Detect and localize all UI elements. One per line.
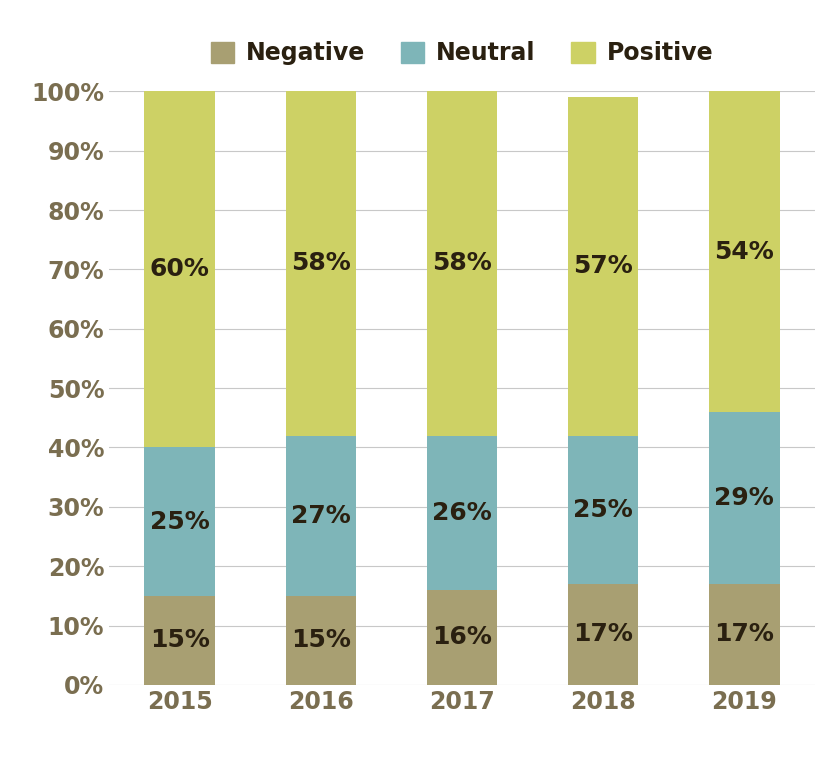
Bar xyxy=(286,596,356,685)
Bar xyxy=(427,590,497,685)
Bar xyxy=(144,447,215,596)
Bar xyxy=(709,91,780,412)
Text: 54%: 54% xyxy=(714,240,774,263)
Text: 17%: 17% xyxy=(714,622,774,646)
Bar xyxy=(568,435,638,584)
Text: 29%: 29% xyxy=(714,486,774,510)
Legend: Negative, Neutral, Positive: Negative, Neutral, Positive xyxy=(202,32,722,75)
Text: 26%: 26% xyxy=(432,501,492,525)
Bar xyxy=(427,435,497,590)
Text: 16%: 16% xyxy=(432,626,492,649)
Text: 27%: 27% xyxy=(291,504,351,527)
Text: 60%: 60% xyxy=(150,257,210,282)
Text: 17%: 17% xyxy=(573,622,633,646)
Text: 25%: 25% xyxy=(150,510,210,533)
Bar xyxy=(709,412,780,584)
Bar xyxy=(144,596,215,685)
Bar xyxy=(286,91,356,435)
Bar xyxy=(709,584,780,685)
Text: 25%: 25% xyxy=(573,498,633,522)
Bar xyxy=(286,435,356,596)
Bar xyxy=(568,584,638,685)
Text: 58%: 58% xyxy=(432,251,492,275)
Text: 58%: 58% xyxy=(291,251,351,275)
Text: 15%: 15% xyxy=(150,629,210,652)
Text: 57%: 57% xyxy=(573,254,633,279)
Bar xyxy=(144,91,215,447)
Bar xyxy=(427,91,497,435)
Bar xyxy=(568,97,638,435)
Text: 15%: 15% xyxy=(291,629,351,652)
